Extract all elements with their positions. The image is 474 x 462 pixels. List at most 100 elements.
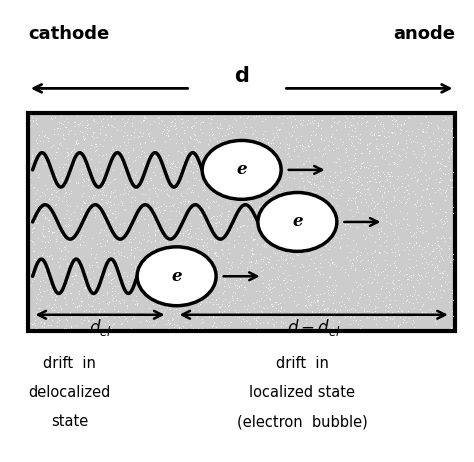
Point <box>258 174 266 181</box>
Point <box>139 160 146 167</box>
Point <box>271 176 279 183</box>
Point <box>177 311 184 319</box>
Point <box>81 199 88 206</box>
Point <box>263 255 271 262</box>
Point <box>398 126 405 133</box>
Point <box>166 186 174 194</box>
Point <box>165 127 173 134</box>
Point <box>61 273 69 280</box>
Point <box>86 263 93 271</box>
Point <box>65 260 73 267</box>
Point <box>361 190 369 198</box>
Point <box>347 305 355 313</box>
Point <box>94 294 102 301</box>
Point <box>68 190 75 197</box>
Point <box>375 178 383 186</box>
Point <box>350 313 357 321</box>
Text: cathode: cathode <box>28 25 109 43</box>
Point <box>215 148 223 155</box>
Point <box>229 214 237 221</box>
Point <box>89 235 96 242</box>
Point <box>48 293 55 301</box>
Point <box>331 168 339 176</box>
Point <box>327 255 335 263</box>
Point <box>241 129 249 137</box>
Point <box>197 203 204 210</box>
Point <box>389 314 397 322</box>
Point <box>128 119 136 127</box>
Point <box>419 186 427 194</box>
Point <box>180 154 188 161</box>
Point <box>353 254 360 261</box>
Point <box>416 216 424 224</box>
Point <box>230 237 238 244</box>
Point <box>324 230 332 237</box>
Point <box>36 209 43 217</box>
Point <box>109 176 116 183</box>
Point <box>149 300 157 307</box>
Point <box>172 264 179 271</box>
Point <box>349 179 356 187</box>
Point <box>186 219 193 227</box>
Point <box>374 169 382 176</box>
Point <box>46 286 54 293</box>
Point <box>310 116 318 124</box>
Point <box>371 265 378 273</box>
Point <box>77 260 84 267</box>
Point <box>210 134 218 141</box>
Point <box>84 181 91 188</box>
Point <box>142 268 150 276</box>
Point <box>396 129 404 136</box>
Point <box>199 222 206 229</box>
Point <box>90 191 97 198</box>
Point <box>277 304 284 311</box>
Point <box>61 221 69 229</box>
Point <box>209 130 217 138</box>
Point <box>427 202 435 210</box>
Point <box>77 231 85 238</box>
Point <box>91 129 98 136</box>
Point <box>234 168 242 175</box>
Point <box>383 148 391 155</box>
Point <box>63 260 71 267</box>
Point <box>435 179 443 186</box>
Point <box>241 236 249 243</box>
Point <box>138 147 146 154</box>
Point <box>397 120 405 128</box>
Point <box>228 145 235 152</box>
Point <box>57 304 64 311</box>
Point <box>410 231 417 239</box>
Point <box>177 301 184 308</box>
Point <box>48 181 56 188</box>
Point <box>179 231 187 239</box>
Point <box>440 268 448 275</box>
Point <box>314 296 322 304</box>
Point <box>425 175 433 182</box>
Point <box>63 290 70 298</box>
Point <box>437 286 444 294</box>
Point <box>107 202 115 209</box>
Point <box>136 128 144 136</box>
Point <box>292 276 299 284</box>
Point <box>383 316 390 324</box>
Point <box>219 162 226 170</box>
Point <box>314 227 322 234</box>
Point <box>194 192 202 200</box>
Point <box>357 189 365 196</box>
Point <box>124 148 132 156</box>
Point <box>361 221 369 228</box>
Point <box>379 191 386 199</box>
Point <box>339 186 347 194</box>
Point <box>421 112 428 120</box>
Point <box>187 189 194 196</box>
Point <box>393 186 401 193</box>
Point <box>42 199 49 206</box>
Point <box>248 130 256 137</box>
Point <box>112 149 120 157</box>
Point <box>371 249 379 256</box>
Point <box>279 228 287 236</box>
Point <box>32 189 39 197</box>
Point <box>193 244 201 251</box>
Point <box>82 161 89 169</box>
Point <box>178 119 185 126</box>
